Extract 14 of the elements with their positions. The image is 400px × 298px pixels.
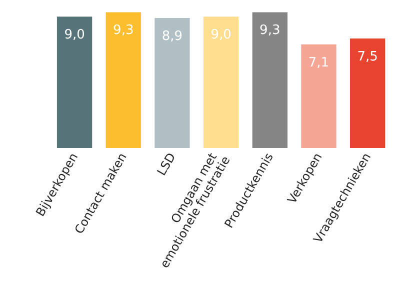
bar [252,12,288,148]
data-label: 9,3 [260,23,280,38]
data-label: 7,1 [308,55,330,70]
bar [106,12,141,148]
bar [203,16,239,148]
data-label: 9,0 [64,28,85,43]
data-label: 9,3 [113,23,134,38]
data-label: 9,0 [210,28,232,43]
data-label: 8,9 [162,29,183,44]
bar [350,38,386,148]
bar [301,44,336,148]
bar [154,18,190,148]
bar [56,16,92,148]
data-label: 7,5 [357,50,378,64]
